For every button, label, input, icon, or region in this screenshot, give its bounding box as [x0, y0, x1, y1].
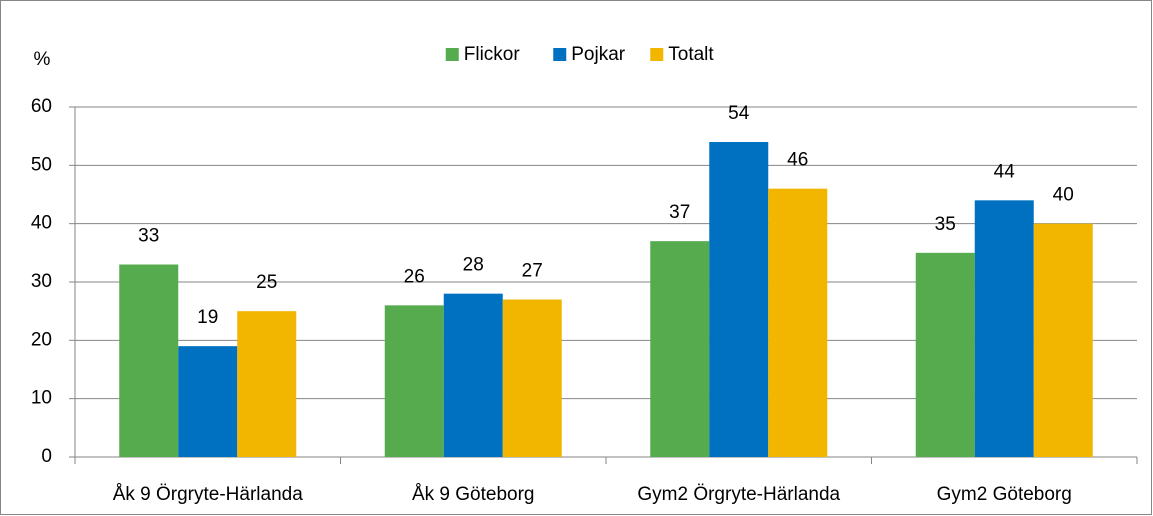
legend-swatch: [445, 48, 459, 61]
y-tick-label: 40: [31, 213, 52, 234]
x-tick-label: Åk 9 Göteborg: [412, 484, 535, 505]
data-label: 28: [463, 255, 484, 276]
bar: [709, 142, 769, 457]
x-tick-label: Åk 9 Örgryte-Härlanda: [113, 484, 304, 505]
bar: [119, 264, 179, 457]
data-label: 25: [256, 272, 277, 293]
y-tick-label: 0: [41, 446, 52, 467]
data-label: 33: [138, 226, 159, 247]
legend-swatch: [650, 48, 664, 61]
legend-swatch: [553, 48, 567, 61]
y-tick-label: 10: [31, 388, 52, 409]
legend-label: Flickor: [464, 44, 521, 65]
x-tick-label: Gym2 Göteborg: [937, 484, 1072, 505]
data-label: 37: [669, 202, 690, 223]
data-label: 54: [728, 103, 750, 124]
legend-label: Pojkar: [571, 44, 626, 65]
bar: [915, 252, 975, 457]
data-label: 27: [522, 261, 543, 282]
x-tick-label: Gym2 Örgryte-Härlanda: [637, 484, 840, 505]
bar: [974, 200, 1034, 458]
y-tick-label: 50: [31, 154, 52, 175]
bar: [178, 346, 238, 457]
data-label: 44: [994, 161, 1016, 182]
data-label: 19: [197, 307, 218, 328]
bar: [443, 293, 503, 457]
bar: [768, 188, 828, 457]
bar: [502, 299, 562, 457]
y-axis-label: %: [34, 49, 51, 70]
data-label: 35: [935, 214, 956, 235]
y-tick-label: 20: [31, 329, 52, 350]
data-label: 46: [787, 150, 808, 171]
bar: [1033, 223, 1093, 457]
bar: [384, 305, 444, 457]
y-tick-label: 60: [31, 96, 52, 117]
legend-label: Totalt: [668, 44, 714, 65]
bar: [237, 311, 297, 457]
y-tick-label: 30: [31, 271, 52, 292]
data-label: 40: [1053, 185, 1074, 206]
bar: [650, 241, 710, 457]
data-label: 26: [404, 266, 425, 287]
